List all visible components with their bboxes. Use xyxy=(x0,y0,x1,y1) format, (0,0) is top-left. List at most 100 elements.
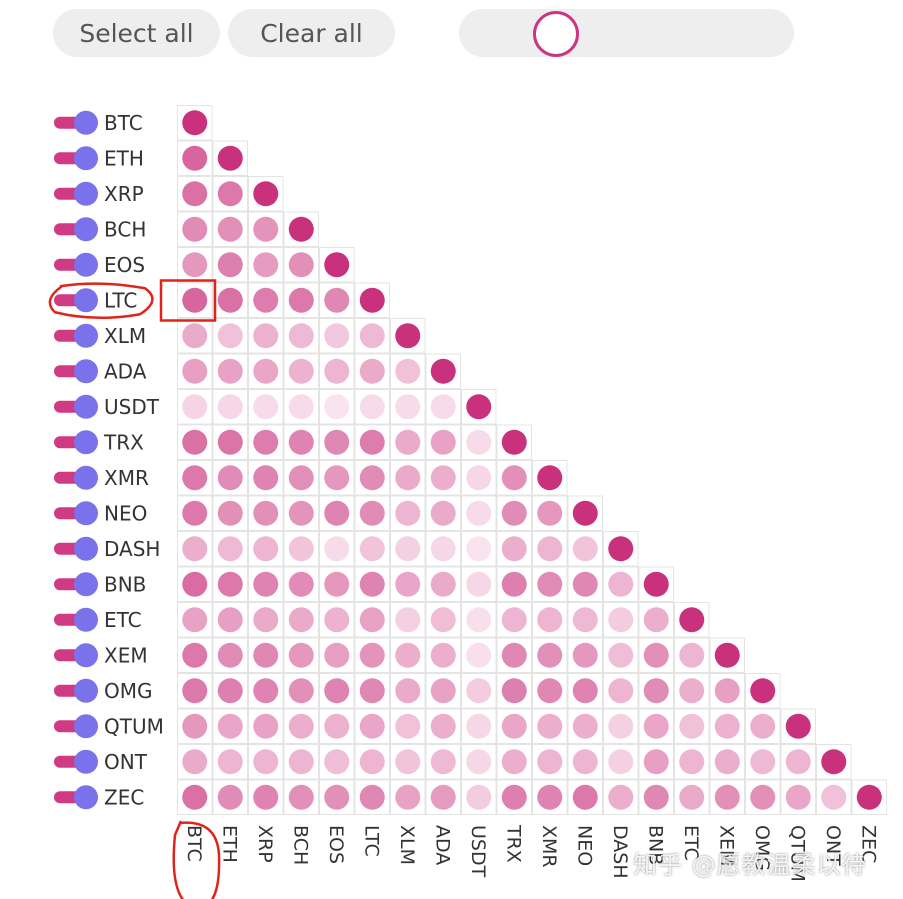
correlation-dot[interactable] xyxy=(324,500,350,526)
correlation-dot[interactable] xyxy=(182,713,208,739)
correlation-dot[interactable] xyxy=(182,607,208,633)
correlation-dot[interactable] xyxy=(182,678,208,704)
correlation-dot[interactable] xyxy=(572,571,598,597)
correlation-dot[interactable] xyxy=(182,181,208,207)
correlation-dot[interactable] xyxy=(750,713,776,739)
correlation-dot[interactable] xyxy=(288,607,314,633)
threshold-slider[interactable] xyxy=(459,9,794,57)
correlation-dot[interactable] xyxy=(253,678,279,704)
row-toggle-knob[interactable] xyxy=(74,394,98,419)
correlation-dot[interactable] xyxy=(253,181,279,207)
correlation-dot[interactable] xyxy=(182,394,208,420)
correlation-dot[interactable] xyxy=(537,536,563,562)
correlation-dot[interactable] xyxy=(608,642,634,668)
correlation-dot[interactable] xyxy=(182,749,208,775)
correlation-dot[interactable] xyxy=(537,571,563,597)
correlation-dot[interactable] xyxy=(359,500,385,526)
correlation-dot[interactable] xyxy=(430,500,456,526)
correlation-dot[interactable] xyxy=(324,287,350,313)
correlation-dot[interactable] xyxy=(501,465,527,491)
correlation-dot[interactable] xyxy=(430,607,456,633)
correlation-dot[interactable] xyxy=(217,465,243,491)
correlation-dot[interactable] xyxy=(430,571,456,597)
correlation-dot[interactable] xyxy=(182,571,208,597)
correlation-dot[interactable] xyxy=(430,678,456,704)
correlation-dot[interactable] xyxy=(643,749,669,775)
correlation-dot[interactable] xyxy=(182,216,208,242)
correlation-dot[interactable] xyxy=(572,536,598,562)
correlation-dot[interactable] xyxy=(395,642,421,668)
row-toggle-knob[interactable] xyxy=(74,288,98,313)
correlation-dot[interactable] xyxy=(324,358,350,384)
correlation-dot[interactable] xyxy=(537,713,563,739)
correlation-dot[interactable] xyxy=(359,465,385,491)
correlation-dot[interactable] xyxy=(643,607,669,633)
correlation-dot[interactable] xyxy=(501,784,527,810)
correlation-dot[interactable] xyxy=(395,465,421,491)
correlation-dot[interactable] xyxy=(217,358,243,384)
correlation-dot[interactable] xyxy=(324,713,350,739)
correlation-dot[interactable] xyxy=(253,713,279,739)
correlation-dot[interactable] xyxy=(253,571,279,597)
correlation-dot[interactable] xyxy=(608,607,634,633)
correlation-dot[interactable] xyxy=(395,713,421,739)
correlation-dot[interactable] xyxy=(324,465,350,491)
correlation-dot[interactable] xyxy=(324,607,350,633)
correlation-dot[interactable] xyxy=(466,394,492,420)
select-all-button[interactable]: Select all xyxy=(53,9,220,57)
correlation-dot[interactable] xyxy=(572,784,598,810)
correlation-dot[interactable] xyxy=(679,713,705,739)
correlation-dot[interactable] xyxy=(679,784,705,810)
correlation-dot[interactable] xyxy=(608,749,634,775)
correlation-dot[interactable] xyxy=(430,713,456,739)
correlation-dot[interactable] xyxy=(785,749,811,775)
correlation-dot[interactable] xyxy=(395,429,421,455)
correlation-dot[interactable] xyxy=(430,465,456,491)
correlation-dot[interactable] xyxy=(430,749,456,775)
row-toggle-knob[interactable] xyxy=(74,217,98,242)
correlation-dot[interactable] xyxy=(288,465,314,491)
correlation-dot[interactable] xyxy=(217,749,243,775)
correlation-dot[interactable] xyxy=(501,713,527,739)
correlation-dot[interactable] xyxy=(182,642,208,668)
correlation-dot[interactable] xyxy=(856,784,882,810)
correlation-dot[interactable] xyxy=(714,642,740,668)
correlation-dot[interactable] xyxy=(288,358,314,384)
correlation-dot[interactable] xyxy=(395,571,421,597)
correlation-dot[interactable] xyxy=(430,394,456,420)
correlation-dot[interactable] xyxy=(395,678,421,704)
correlation-dot[interactable] xyxy=(324,429,350,455)
correlation-dot[interactable] xyxy=(501,607,527,633)
correlation-dot[interactable] xyxy=(359,536,385,562)
row-toggle-knob[interactable] xyxy=(74,643,98,668)
correlation-dot[interactable] xyxy=(501,749,527,775)
correlation-dot[interactable] xyxy=(395,749,421,775)
correlation-dot[interactable] xyxy=(253,607,279,633)
correlation-dot[interactable] xyxy=(288,252,314,278)
correlation-dot[interactable] xyxy=(821,784,847,810)
correlation-dot[interactable] xyxy=(466,749,492,775)
correlation-dot[interactable] xyxy=(608,784,634,810)
correlation-dot[interactable] xyxy=(217,571,243,597)
correlation-dot[interactable] xyxy=(217,252,243,278)
correlation-dot[interactable] xyxy=(714,713,740,739)
correlation-dot[interactable] xyxy=(466,678,492,704)
row-toggle-knob[interactable] xyxy=(74,536,98,561)
correlation-dot[interactable] xyxy=(253,784,279,810)
correlation-dot[interactable] xyxy=(253,749,279,775)
correlation-dot[interactable] xyxy=(288,571,314,597)
slider-thumb[interactable] xyxy=(533,11,580,57)
correlation-dot[interactable] xyxy=(750,678,776,704)
correlation-dot[interactable] xyxy=(679,607,705,633)
correlation-dot[interactable] xyxy=(359,358,385,384)
correlation-dot[interactable] xyxy=(217,429,243,455)
row-toggle-knob[interactable] xyxy=(74,430,98,455)
correlation-dot[interactable] xyxy=(324,749,350,775)
correlation-dot[interactable] xyxy=(359,571,385,597)
correlation-dot[interactable] xyxy=(430,784,456,810)
correlation-dot[interactable] xyxy=(466,500,492,526)
row-toggle-knob[interactable] xyxy=(74,714,98,739)
correlation-dot[interactable] xyxy=(608,713,634,739)
correlation-dot[interactable] xyxy=(182,358,208,384)
correlation-dot[interactable] xyxy=(182,429,208,455)
